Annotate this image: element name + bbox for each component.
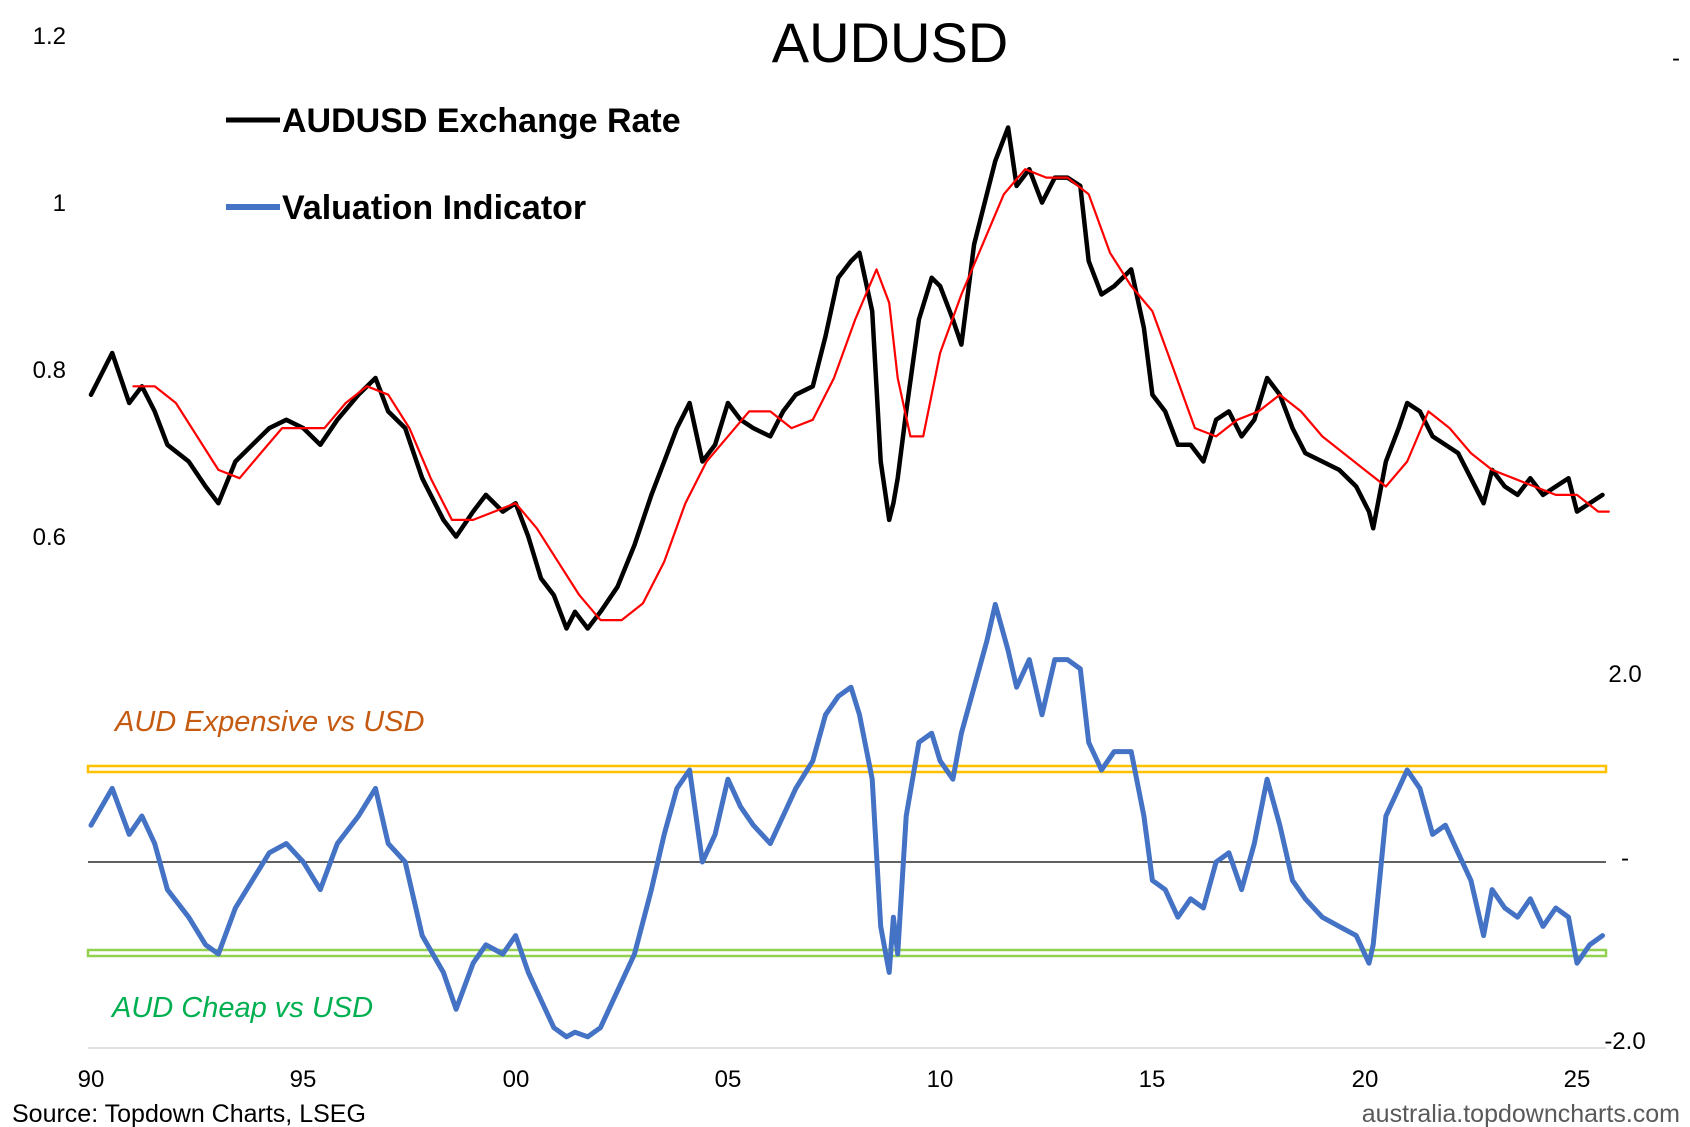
- legend: AUDUSD Exchange Rate Valuation Indicator: [226, 102, 681, 227]
- x-tick-label: 05: [715, 1066, 742, 1093]
- right-tick-label: -2.0: [1604, 1028, 1645, 1055]
- x-tick-label: 10: [927, 1066, 954, 1093]
- left-tick-label: 0.8: [33, 357, 66, 384]
- cheap-label: AUD Cheap vs USD: [110, 992, 373, 1024]
- valuation-indicator-line: [88, 601, 1605, 1040]
- left-tick-label: 1.2: [33, 23, 66, 50]
- right-tick-label: 2.0: [1608, 661, 1641, 688]
- right-top-dash: -: [1672, 45, 1680, 72]
- exchange-rate-line: [88, 125, 1605, 631]
- legend-label-valuation: Valuation Indicator: [282, 189, 586, 227]
- right-axis: 2.0 - -2.0 -: [1604, 45, 1680, 1055]
- moving-average-line: [132, 168, 1610, 622]
- series-layer: [88, 125, 1610, 1040]
- x-tick-label: 90: [78, 1066, 105, 1093]
- threshold-lines: [86, 764, 1608, 958]
- x-tick-label: 20: [1352, 1066, 1379, 1093]
- source-note: Source: Topdown Charts, LSEG: [12, 1100, 366, 1127]
- left-tick-label: 0.6: [33, 524, 66, 551]
- expensive-band: [86, 764, 1608, 774]
- left-axis: 1.2 1 0.8 0.6: [33, 23, 66, 551]
- website-note: australia.topdowncharts.com: [1362, 1100, 1680, 1127]
- x-tick-label: 95: [290, 1066, 317, 1093]
- expensive-label: AUD Expensive vs USD: [113, 706, 424, 738]
- x-tick-label: 00: [503, 1066, 530, 1093]
- x-tick-label: 25: [1564, 1066, 1591, 1093]
- cheap-band: [86, 948, 1608, 958]
- right-tick-label: -: [1621, 845, 1629, 872]
- x-axis: 90 95 00 05 10 15 20 25: [78, 1066, 1591, 1093]
- x-tick-label: 15: [1139, 1066, 1166, 1093]
- legend-label-exchange-rate: AUDUSD Exchange Rate: [282, 102, 681, 140]
- left-tick-label: 1: [53, 190, 66, 217]
- chart-title: AUDUSD: [772, 11, 1008, 74]
